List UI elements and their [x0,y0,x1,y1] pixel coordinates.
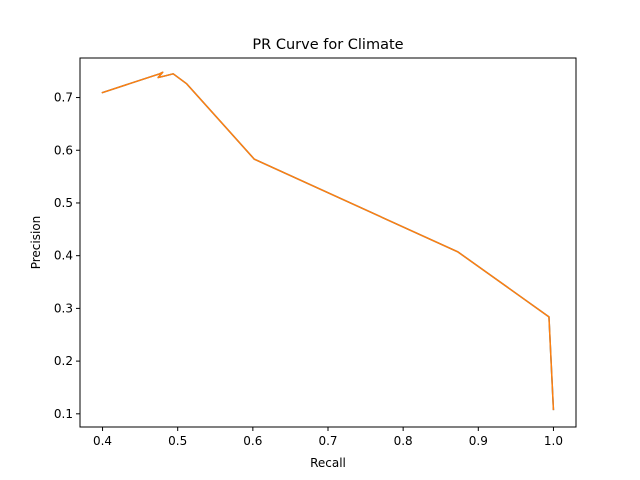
y-axis: 0.1 0.2 0.3 0.4 0.5 0.6 0.7 [54,91,80,421]
x-tick-label: 0.8 [394,434,413,448]
y-tick-label: 0.6 [54,143,73,157]
x-axis: 0.4 0.5 0.6 0.7 0.8 0.9 1.0 [93,427,563,448]
x-tick-label: 0.9 [469,434,488,448]
y-tick-label: 0.3 [54,301,73,315]
chart-title: PR Curve for Climate [252,37,403,53]
series-line-1 [101,71,555,411]
x-axis-label: Recall [310,456,346,470]
series-line-2 [101,71,555,411]
y-tick-label: 0.7 [54,91,73,105]
x-tick-label: 0.6 [243,434,262,448]
plot-area [101,71,555,411]
y-tick-label: 0.5 [54,196,73,210]
x-tick-label: 0.5 [168,434,187,448]
y-tick-label: 0.4 [54,249,73,263]
y-tick-label: 0.1 [54,407,73,421]
x-tick-label: 1.0 [544,434,563,448]
x-tick-label: 0.7 [318,434,337,448]
x-tick-label: 0.4 [93,434,112,448]
y-tick-label: 0.2 [54,354,73,368]
y-axis-label: Precision [29,216,43,270]
plot-frame [79,57,577,428]
